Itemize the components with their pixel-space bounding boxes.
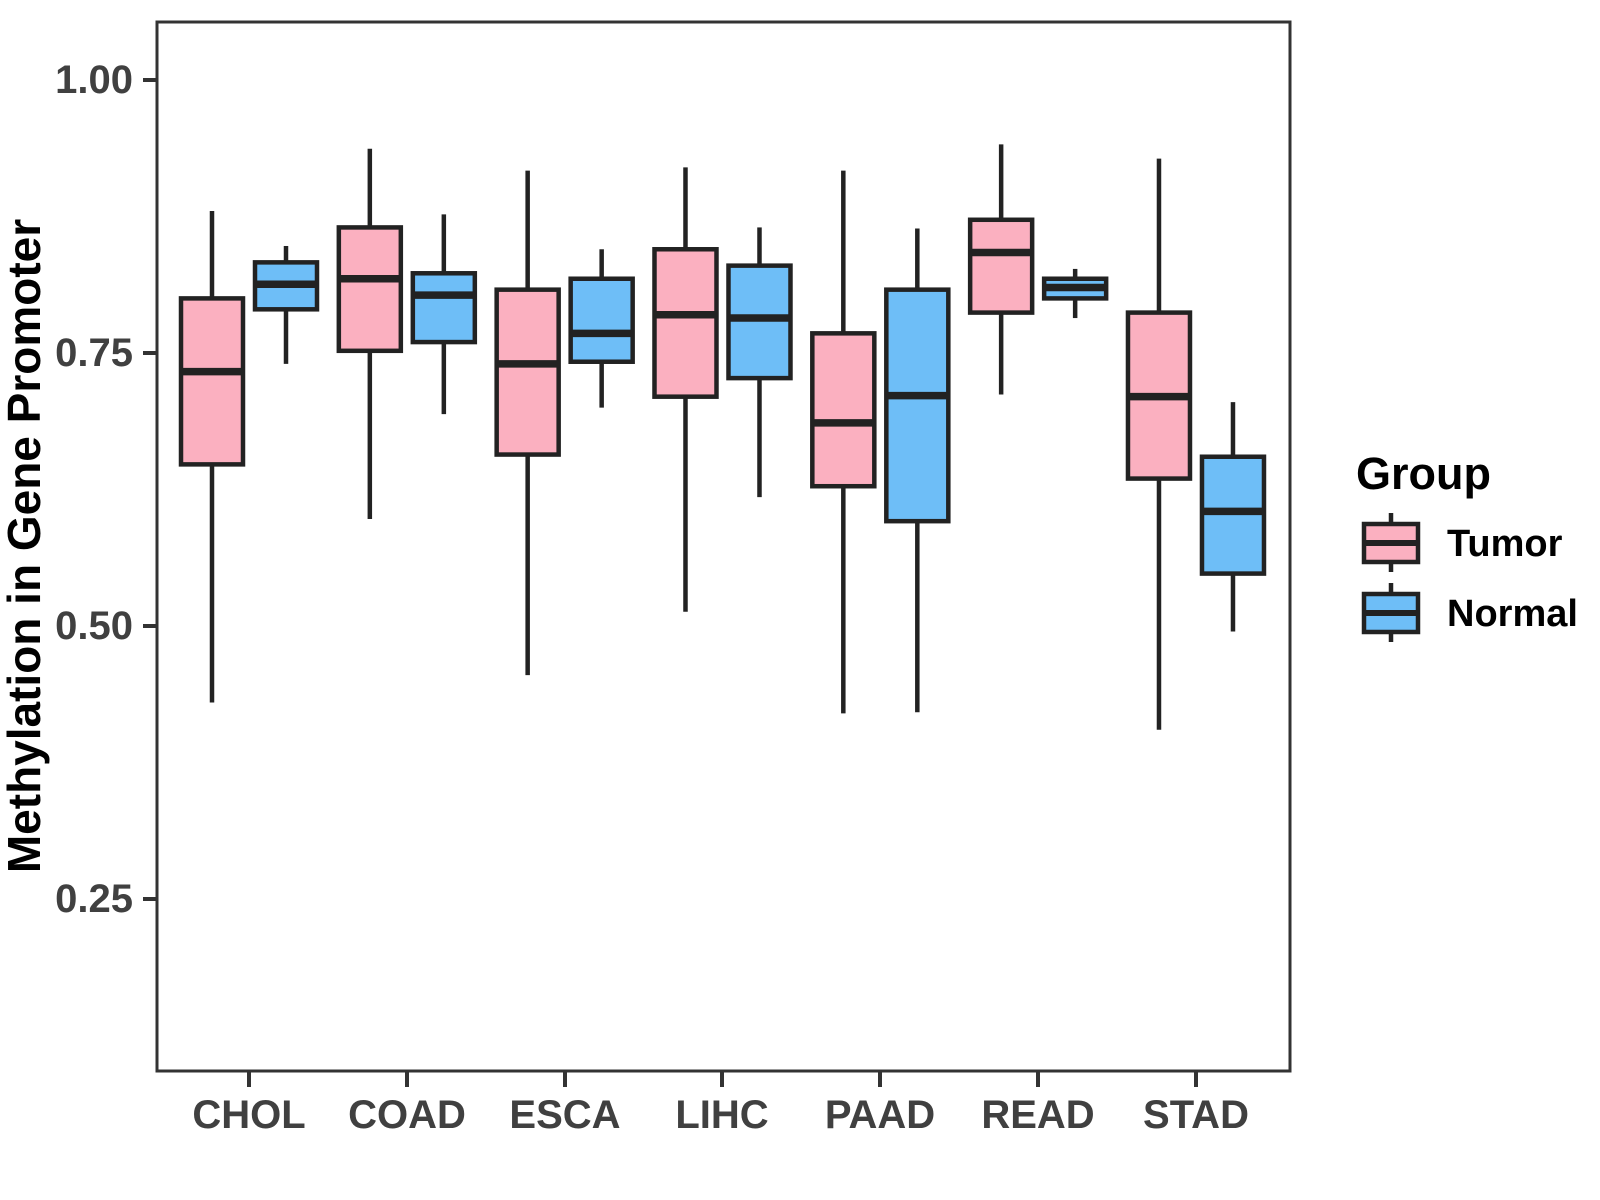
legend: Group Tumor Normal — [1356, 448, 1578, 642]
iqr-box — [726, 263, 793, 381]
box-coad-normal — [410, 214, 478, 415]
box-chol-normal — [252, 245, 320, 364]
box-esca-tumor — [494, 170, 561, 676]
legend-key-tumor: Tumor — [1361, 513, 1563, 572]
box-read-tumor — [967, 144, 1035, 395]
iqr-box — [1199, 454, 1267, 576]
x-tick-label: COAD — [348, 1093, 466, 1137]
iqr-box — [884, 287, 951, 524]
y-tick-label: 0.25 — [55, 877, 133, 921]
iqr-box — [178, 296, 246, 467]
plot-panel — [155, 20, 1292, 1073]
box-paad-normal — [884, 228, 951, 713]
y-tick-label: 0.50 — [55, 604, 133, 648]
x-axis: CHOL COAD ESCA LIHC PAAD READ STAD — [192, 1071, 1249, 1137]
box-lihc-normal — [726, 227, 793, 498]
box-stad-tumor — [1125, 158, 1193, 730]
box-esca-normal — [568, 249, 635, 408]
boxes-layer — [178, 144, 1267, 730]
y-tick-label: 0.75 — [55, 331, 133, 375]
box-paad-tumor — [810, 170, 877, 714]
legend-label-tumor: Tumor — [1447, 523, 1563, 565]
y-axis: 1.00 0.75 0.50 0.25 — [55, 58, 157, 921]
x-tick-label: STAD — [1143, 1093, 1249, 1137]
box-stad-normal — [1199, 402, 1267, 632]
box-coad-tumor — [336, 148, 404, 519]
iqr-box — [410, 271, 478, 345]
box-chol-tumor — [178, 211, 246, 703]
box-read-normal — [1041, 268, 1109, 319]
iqr-box — [652, 247, 719, 399]
y-axis-title: Methylation in Gene Promoter — [0, 219, 50, 873]
x-tick-label: LIHC — [675, 1093, 768, 1137]
legend-title: Group — [1356, 448, 1491, 499]
iqr-box — [494, 287, 561, 457]
x-tick-label: PAAD — [825, 1093, 935, 1137]
x-tick-label: READ — [981, 1093, 1094, 1137]
y-tick-label: 1.00 — [55, 58, 133, 102]
iqr-box — [568, 276, 635, 364]
legend-key-normal: Normal — [1361, 583, 1578, 642]
legend-label-normal: Normal — [1447, 593, 1578, 635]
iqr-box — [336, 225, 404, 354]
box-lihc-tumor — [652, 167, 719, 612]
iqr-box — [810, 331, 877, 489]
iqr-box — [967, 217, 1035, 315]
x-tick-label: ESCA — [509, 1093, 620, 1137]
x-tick-label: CHOL — [192, 1093, 305, 1137]
